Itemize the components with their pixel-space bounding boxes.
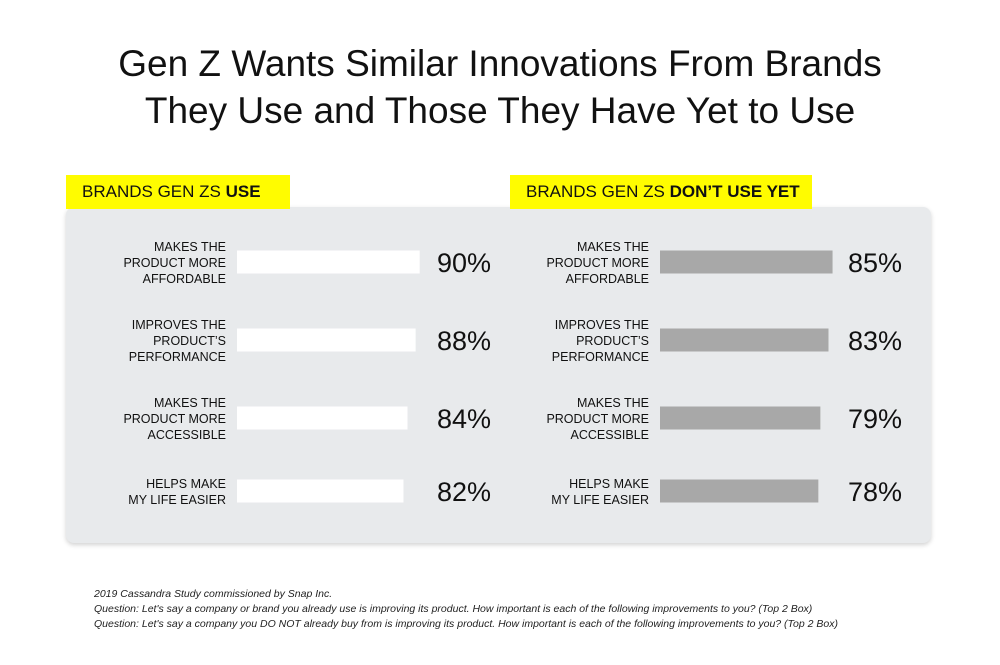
tab-label-prefix: BRANDS GEN ZS [526, 182, 670, 201]
category-label: MY LIFE EASIER [128, 493, 226, 507]
data-label: 88% [437, 326, 491, 356]
data-label: 90% [437, 248, 491, 278]
footnote-question-dont-use: Question: Let's say a company you DO NOT… [94, 618, 838, 630]
data-label: 83% [848, 326, 902, 356]
category-label: PERFORMANCE [129, 350, 226, 364]
bar [660, 250, 833, 274]
category-label: IMPROVES THE [132, 318, 226, 332]
category-label: PRODUCT’S [576, 334, 649, 348]
data-label: 84% [437, 404, 491, 434]
data-label: 79% [848, 404, 902, 434]
chart-title-line-2: They Use and Those They Have Yet to Use [144, 90, 856, 131]
category-label: MAKES THE [154, 396, 226, 410]
category-label: PRODUCT MORE [546, 412, 649, 426]
bar [237, 479, 404, 503]
category-label: PRODUCT MORE [546, 256, 649, 270]
category-label: MAKES THE [154, 240, 226, 254]
category-label: PRODUCT’S [153, 334, 226, 348]
category-label: ACCESSIBLE [147, 428, 226, 442]
data-label: 82% [437, 477, 491, 507]
category-label: MAKES THE [577, 240, 649, 254]
chart-title: Gen Z Wants Similar Innovations From Bra… [0, 40, 1000, 134]
category-label: MY LIFE EASIER [551, 493, 649, 507]
category-label: MAKES THE [577, 396, 649, 410]
category-label: HELPS MAKE [569, 477, 649, 491]
bar [660, 479, 819, 503]
category-label: AFFORDABLE [566, 272, 649, 286]
bar [237, 328, 416, 352]
panel-tab-brands-dont-use: BRANDS GEN ZS DON’T USE YET [510, 175, 812, 209]
data-label: 85% [848, 248, 902, 278]
data-label: 78% [848, 477, 902, 507]
category-label: PRODUCT MORE [123, 412, 226, 426]
chart-title-line-1: Gen Z Wants Similar Innovations From Bra… [118, 43, 882, 84]
category-label: ACCESSIBLE [570, 428, 649, 442]
tab-label-prefix: BRANDS GEN ZS [82, 182, 226, 201]
bar [660, 328, 829, 352]
category-label: AFFORDABLE [143, 272, 226, 286]
footnotes: 2019 Cassandra Study commissioned by Sna… [94, 587, 838, 632]
category-label: IMPROVES THE [555, 318, 649, 332]
category-label: PRODUCT MORE [123, 256, 226, 270]
category-label: HELPS MAKE [146, 477, 226, 491]
footnote-source: 2019 Cassandra Study commissioned by Sna… [94, 588, 333, 600]
bar [237, 406, 408, 430]
bar [237, 250, 420, 274]
footnote-question-use: Question: Let's say a company or brand y… [94, 603, 813, 615]
bar [660, 406, 821, 430]
panel-tab-brands-use: BRANDS GEN ZS USE [66, 175, 290, 209]
tab-label-emphasis: USE [225, 182, 261, 201]
tab-label-emphasis: DON’T USE YET [669, 182, 800, 201]
category-label: PERFORMANCE [552, 350, 649, 364]
